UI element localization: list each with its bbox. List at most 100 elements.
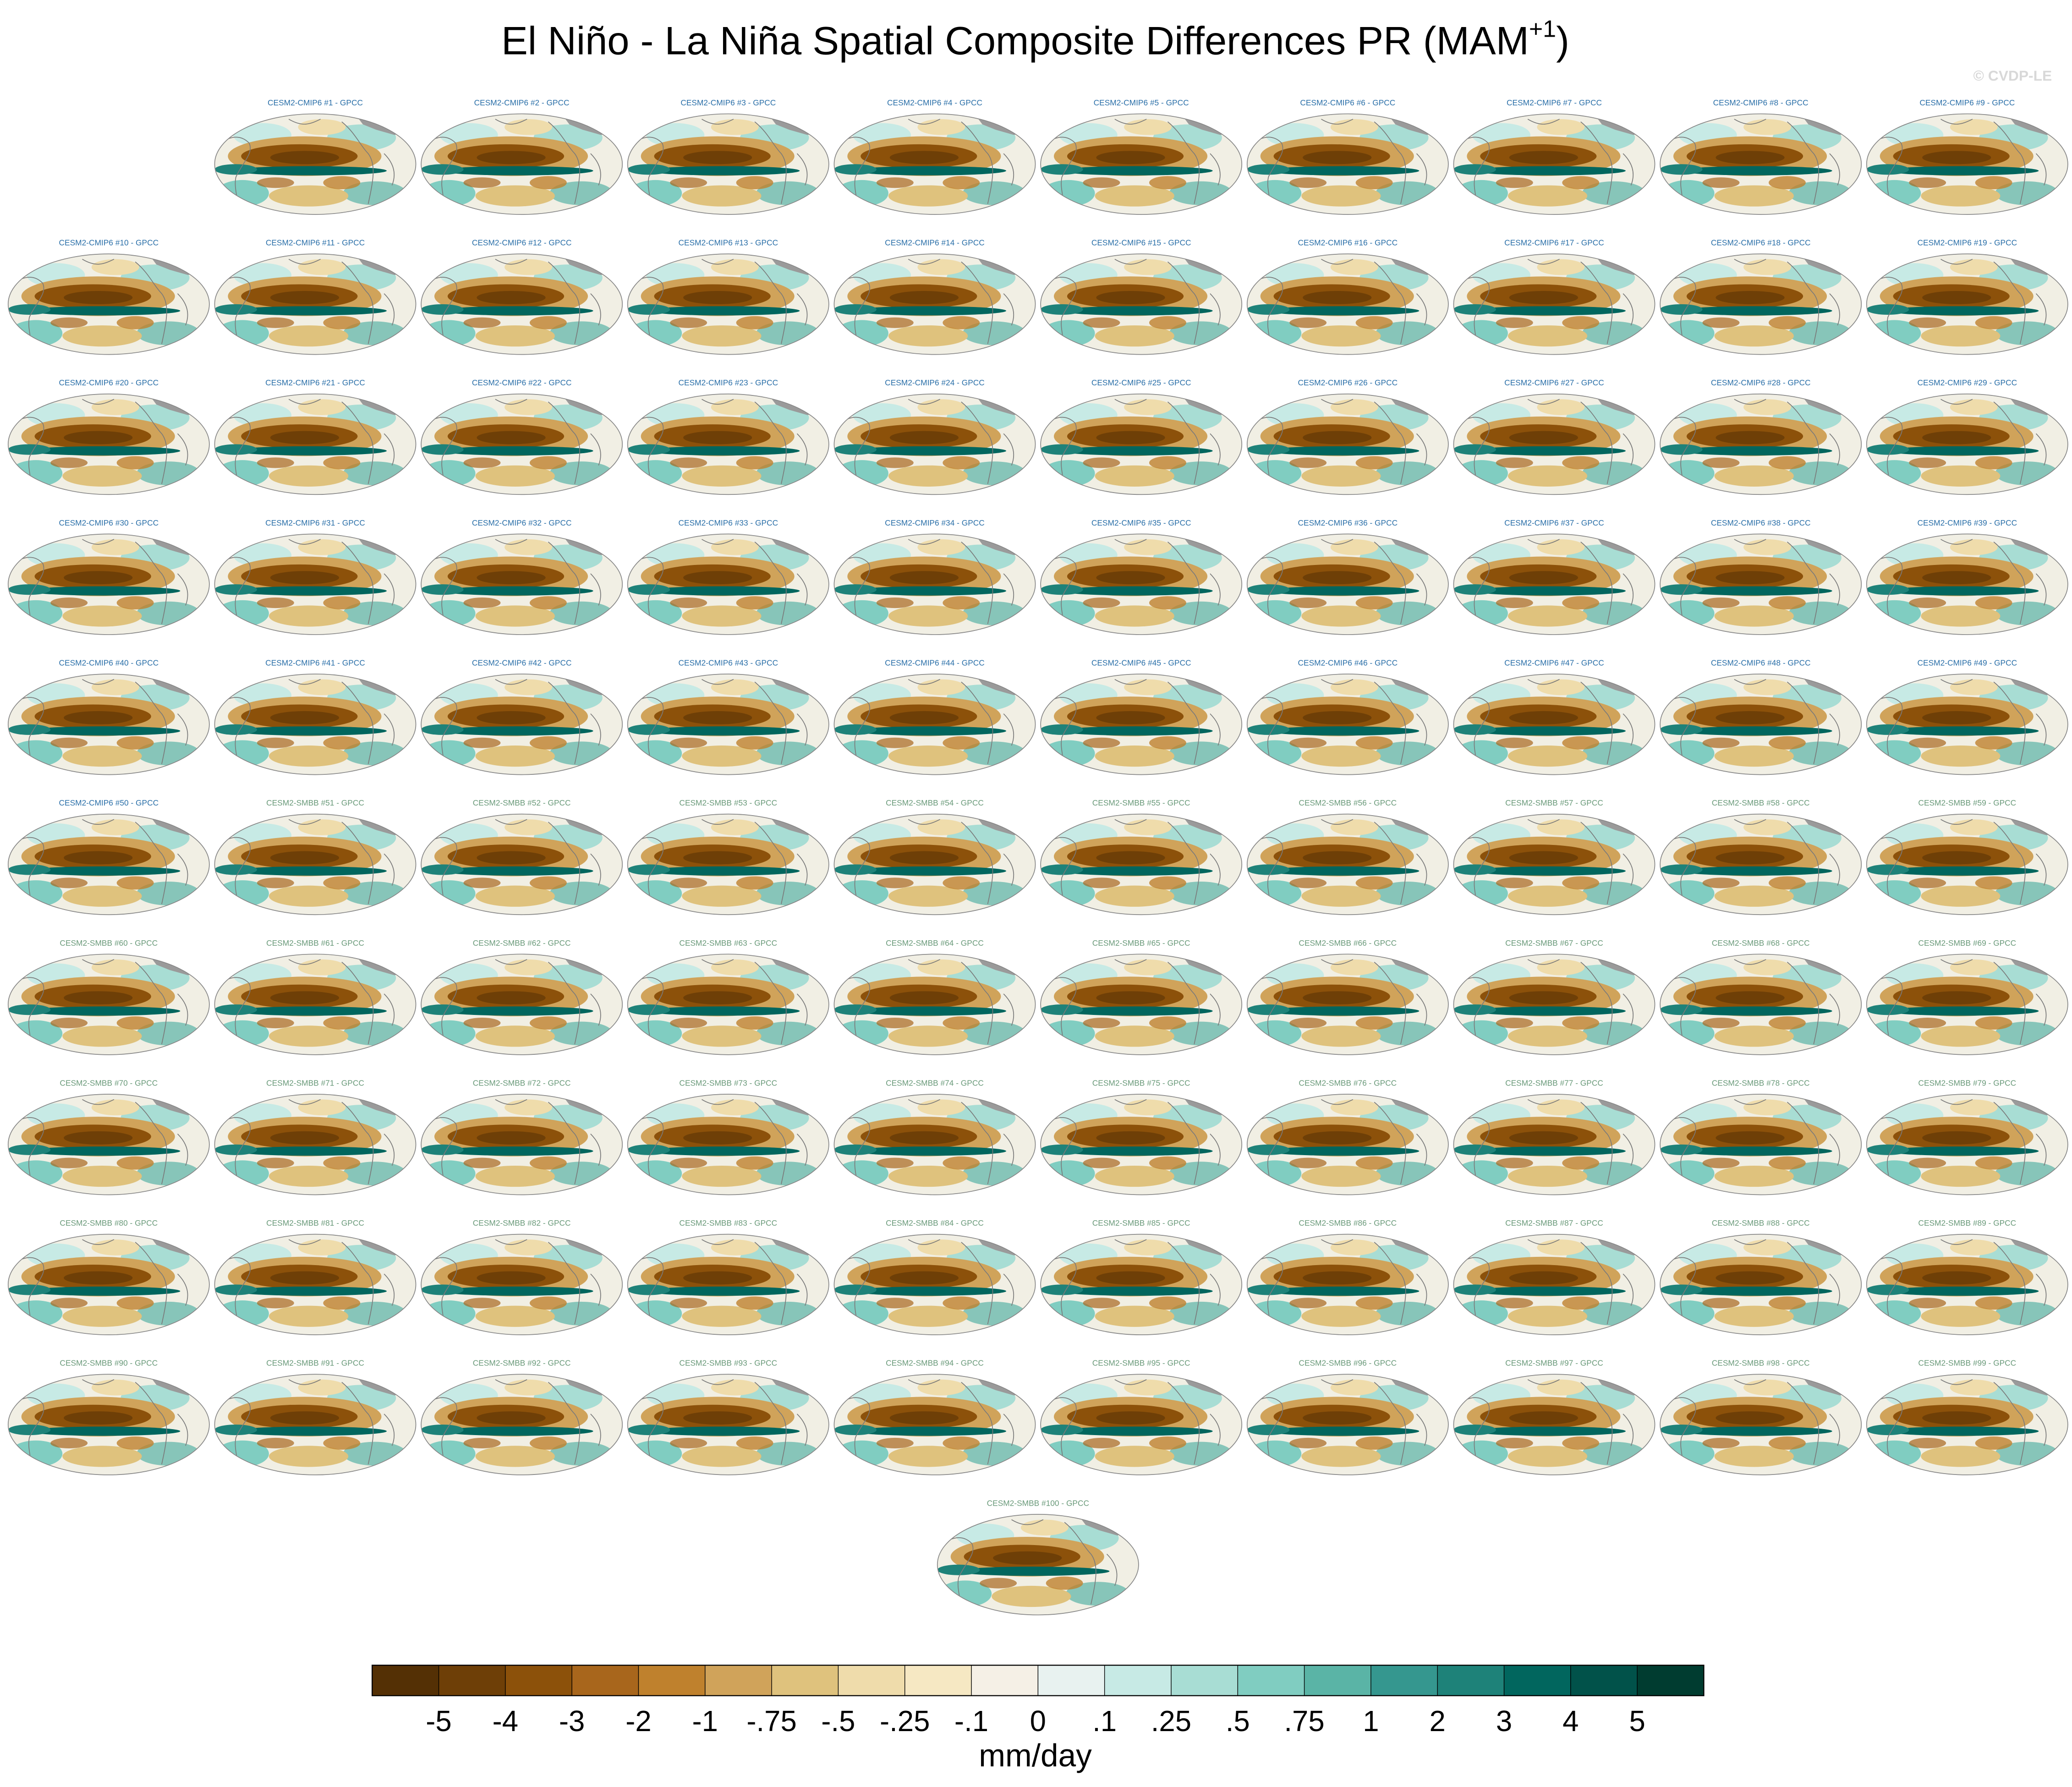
panel-title: CESM2-SMBB #100 - GPCC [987, 1498, 1089, 1507]
panel-map [829, 671, 1041, 777]
panel-map [1036, 111, 1247, 217]
panel-map [1242, 111, 1453, 217]
panel-title: CESM2-CMIP6 #21 - GPCC [265, 378, 365, 387]
panel-title: CESM2-CMIP6 #12 - GPCC [472, 238, 572, 247]
map-panel: CESM2-CMIP6 #16 - GPCC [1242, 238, 1453, 357]
colorbar-tick-label: -.75 [746, 1705, 797, 1738]
map-panel: CESM2-CMIP6 #4 - GPCC [829, 98, 1041, 217]
map-panel: CESM2-SMBB #71 - GPCC [209, 1078, 421, 1197]
panel-map [1242, 811, 1453, 917]
map-panel: CESM2-SMBB #73 - GPCC [622, 1078, 834, 1197]
map-panel: CESM2-CMIP6 #1 - GPCC [209, 98, 421, 217]
panel-map [416, 1091, 628, 1197]
panel-map [1861, 952, 2072, 1058]
map-panel: CESM2-SMBB #72 - GPCC [416, 1078, 628, 1197]
map-panel: CESM2-CMIP6 #9 - GPCC [1861, 98, 2072, 217]
panel-map [416, 251, 628, 357]
map-panel: CESM2-SMBB #83 - GPCC [622, 1218, 834, 1338]
panel-map [622, 1232, 834, 1338]
colorbar-tick-label: -.5 [821, 1705, 855, 1738]
panel-title: CESM2-SMBB #95 - GPCC [1092, 1359, 1190, 1368]
panel-map [622, 111, 834, 217]
panel-title: CESM2-SMBB #85 - GPCC [1092, 1218, 1190, 1228]
panel-title: CESM2-SMBB #75 - GPCC [1092, 1078, 1190, 1087]
panel-map [1036, 671, 1247, 777]
panel-map [829, 532, 1041, 637]
map-panel: CESM2-CMIP6 #2 - GPCC [416, 98, 628, 217]
panel-title: CESM2-CMIP6 #36 - GPCC [1298, 518, 1398, 527]
panel-title: CESM2-SMBB #58 - GPCC [1712, 798, 1810, 807]
panel-title: CESM2-SMBB #76 - GPCC [1299, 1078, 1397, 1087]
map-panel: CESM2-CMIP6 #8 - GPCC [1655, 98, 1867, 217]
panel-map [829, 111, 1041, 217]
panel-map [1036, 1091, 1247, 1197]
panel-title: CESM2-CMIP6 #6 - GPCC [1300, 98, 1395, 107]
map-panel: CESM2-CMIP6 #6 - GPCC [1242, 98, 1453, 217]
panel-title: CESM2-CMIP6 #39 - GPCC [1918, 518, 2017, 527]
map-panel: CESM2-SMBB #90 - GPCC [3, 1359, 214, 1478]
map-panel: CESM2-SMBB #67 - GPCC [1448, 938, 1660, 1058]
colorbar-tick-label: .75 [1284, 1705, 1324, 1738]
map-panel: CESM2-CMIP6 #39 - GPCC [1861, 518, 2072, 637]
panel-title: CESM2-CMIP6 #24 - GPCC [885, 378, 985, 387]
panel-title: CESM2-CMIP6 #17 - GPCC [1504, 238, 1604, 247]
map-panel: CESM2-SMBB #84 - GPCC [829, 1218, 1041, 1338]
panel-title: CESM2-SMBB #97 - GPCC [1505, 1359, 1603, 1368]
map-panel: CESM2-CMIP6 #47 - GPCC [1448, 658, 1660, 777]
panel-map [1036, 391, 1247, 497]
panel-title: CESM2-CMIP6 #34 - GPCC [885, 518, 985, 527]
map-panel: CESM2-CMIP6 #3 - GPCC [622, 98, 834, 217]
panel-map [3, 391, 214, 497]
colorbar-tick-label: -.1 [954, 1705, 988, 1738]
panel-title: CESM2-CMIP6 #41 - GPCC [265, 658, 365, 667]
panel-title: CESM2-CMIP6 #15 - GPCC [1091, 238, 1191, 247]
panel-title: CESM2-CMIP6 #48 - GPCC [1711, 658, 1811, 667]
panel-title: CESM2-CMIP6 #28 - GPCC [1711, 378, 1811, 387]
panel-title: CESM2-CMIP6 #11 - GPCC [266, 238, 365, 247]
colorbar-swatch [372, 1665, 439, 1696]
panel-map [1036, 1232, 1247, 1338]
panel-title: CESM2-SMBB #67 - GPCC [1505, 938, 1603, 948]
panel-map [1036, 532, 1247, 637]
map-panel: CESM2-SMBB #70 - GPCC [3, 1078, 214, 1197]
map-panel: CESM2-CMIP6 #50 - GPCC [3, 798, 214, 917]
panel-map [622, 811, 834, 917]
panel-title: CESM2-CMIP6 #45 - GPCC [1091, 658, 1191, 667]
panel-title: CESM2-SMBB #87 - GPCC [1505, 1218, 1603, 1228]
panel-title: CESM2-SMBB #66 - GPCC [1299, 938, 1397, 948]
panel-title: CESM2-CMIP6 #49 - GPCC [1918, 658, 2017, 667]
panel-map [1861, 1371, 2072, 1477]
panel-map [3, 251, 214, 357]
panel-title: CESM2-CMIP6 #26 - GPCC [1298, 378, 1398, 387]
panel-title: CESM2-SMBB #55 - GPCC [1092, 798, 1190, 807]
panel-map [209, 952, 421, 1058]
panel-title: CESM2-CMIP6 #42 - GPCC [472, 658, 572, 667]
panel-title: CESM2-CMIP6 #46 - GPCC [1298, 658, 1398, 667]
map-panel: CESM2-SMBB #78 - GPCC [1655, 1078, 1867, 1197]
map-panel: CESM2-SMBB #58 - GPCC [1655, 798, 1867, 917]
panel-map [209, 1232, 421, 1338]
colorbar-tick-label: -1 [692, 1705, 718, 1738]
panel-title: CESM2-CMIP6 #4 - GPCC [887, 98, 982, 107]
map-panel: CESM2-CMIP6 #22 - GPCC [416, 378, 628, 497]
panel-title: CESM2-SMBB #73 - GPCC [679, 1078, 777, 1087]
colorbar-tick-label: -.25 [880, 1705, 930, 1738]
panel-title: CESM2-SMBB #70 - GPCC [60, 1078, 158, 1087]
panel-title: CESM2-CMIP6 #44 - GPCC [885, 658, 985, 667]
colorbar-swatch [705, 1665, 772, 1696]
panel-map [622, 532, 834, 637]
panel-map [622, 671, 834, 777]
colorbar-swatch [572, 1665, 639, 1696]
map-panel: CESM2-SMBB #68 - GPCC [1655, 938, 1867, 1058]
panel-title: CESM2-SMBB #63 - GPCC [679, 938, 777, 948]
map-panel: CESM2-CMIP6 #20 - GPCC [3, 378, 214, 497]
panel-title: CESM2-CMIP6 #37 - GPCC [1504, 518, 1604, 527]
panel-map [829, 952, 1041, 1058]
colorbar-swatch [1637, 1665, 1705, 1696]
panel-map [1448, 251, 1660, 357]
map-panel: CESM2-SMBB #76 - GPCC [1242, 1078, 1453, 1197]
panel-map [209, 251, 421, 357]
panel-title: CESM2-CMIP6 #38 - GPCC [1711, 518, 1811, 527]
map-panel: CESM2-CMIP6 #46 - GPCC [1242, 658, 1453, 777]
panel-title: CESM2-SMBB #94 - GPCC [886, 1359, 984, 1368]
